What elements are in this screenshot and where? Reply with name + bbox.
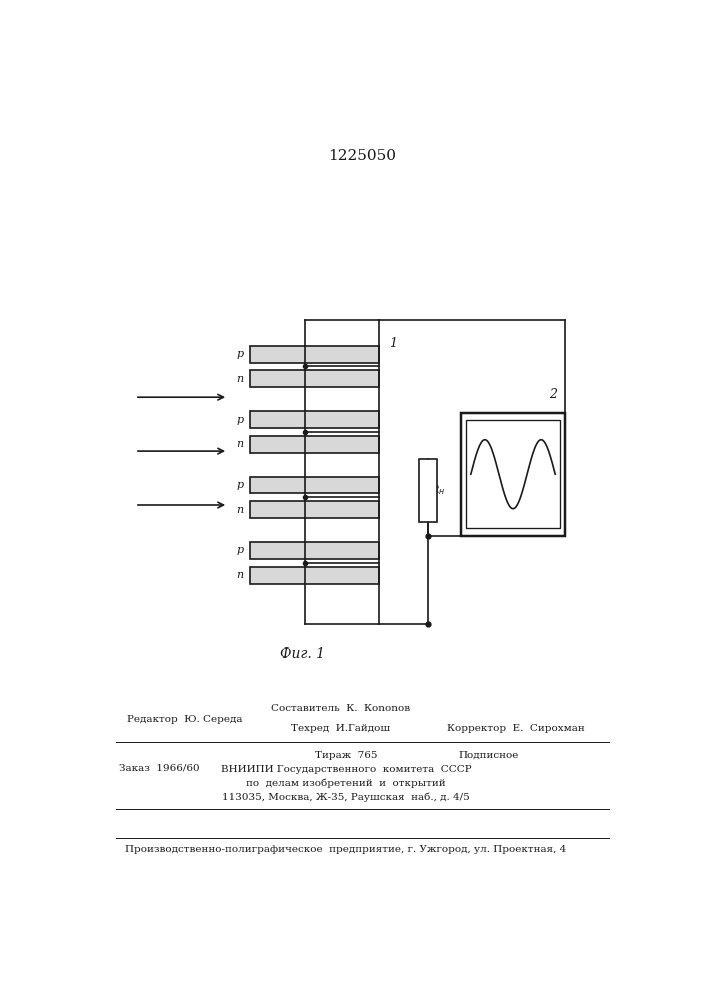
Text: Подписное: Подписное — [458, 751, 518, 760]
Bar — [250, 346, 379, 363]
Text: $R_н$: $R_н$ — [431, 483, 445, 497]
Text: по  делам изобретений  и  открытий: по делам изобретений и открытий — [246, 778, 445, 788]
Text: p: p — [236, 545, 243, 555]
Text: p: p — [236, 480, 243, 490]
Text: n: n — [236, 570, 243, 580]
Text: Производственно-полиграфическое  предприятие, г. Ужгород, ул. Проектная, 4: Производственно-полиграфическое предприя… — [125, 845, 566, 854]
Bar — [419, 459, 437, 522]
Bar — [250, 542, 379, 559]
Text: p: p — [236, 349, 243, 359]
Text: n: n — [236, 374, 243, 384]
Text: Техред  И.Гайдош: Техред И.Гайдош — [291, 724, 390, 733]
Text: Заказ  1966/60: Заказ 1966/60 — [119, 763, 200, 772]
Text: 1: 1 — [389, 337, 397, 350]
Bar — [250, 567, 379, 584]
Text: 113035, Москва, Ж-35, Раушская  наб., д. 4/5: 113035, Москва, Ж-35, Раушская наб., д. … — [222, 792, 469, 802]
Bar — [250, 436, 379, 453]
Bar — [250, 370, 379, 387]
Text: Корректор  Е.  Сирохман: Корректор Е. Сирохман — [447, 724, 585, 733]
Text: p: p — [236, 415, 243, 425]
Text: Редактор  Ю. Середа: Редактор Ю. Середа — [127, 715, 242, 724]
Text: n: n — [236, 439, 243, 449]
Text: Тираж  765: Тираж 765 — [315, 751, 377, 760]
Bar — [250, 501, 379, 518]
Bar — [467, 420, 560, 528]
Text: ВНИИПИ Государственного  комитета  СССР: ВНИИПИ Государственного комитета СССР — [221, 765, 471, 774]
Text: n: n — [236, 505, 243, 515]
Text: 1225050: 1225050 — [328, 149, 397, 163]
Bar — [250, 477, 379, 493]
Bar — [461, 413, 565, 536]
Text: 2: 2 — [549, 388, 556, 401]
Text: Фиг. 1: Фиг. 1 — [279, 647, 325, 661]
Bar — [250, 411, 379, 428]
Text: Составитель  К.  Кononов: Составитель К. Кononов — [271, 704, 410, 713]
